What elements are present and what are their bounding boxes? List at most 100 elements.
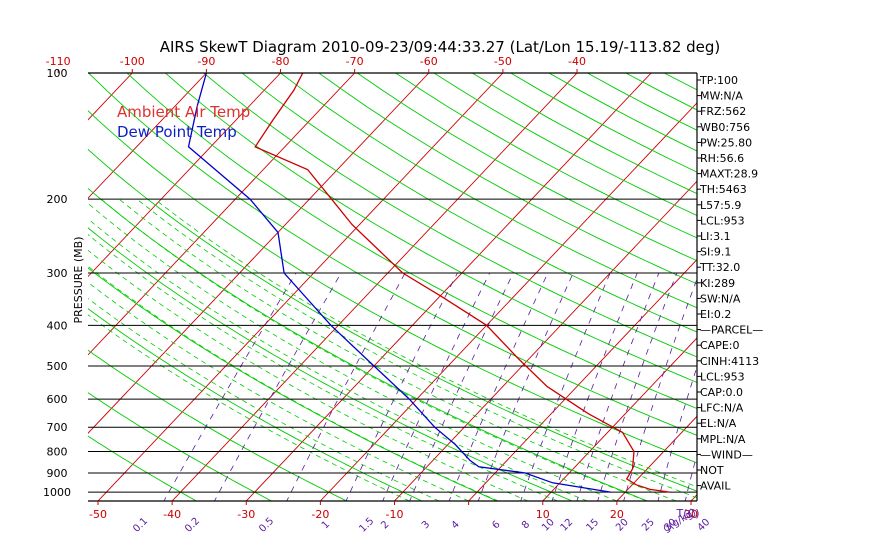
moist-adiabat-line xyxy=(136,198,697,499)
isotherm-line xyxy=(468,258,697,501)
temp-unit-label: T(C) xyxy=(676,507,700,520)
isotherm-line xyxy=(542,337,697,501)
bottom-temp-tick-label: -30 xyxy=(237,508,255,521)
dry-adiabat-line xyxy=(280,73,697,309)
top-temp-tick-label: -60 xyxy=(420,55,438,68)
mixing-ratio-label: 0.5 xyxy=(257,516,276,535)
isotherm-line xyxy=(88,73,207,199)
isotherm-line xyxy=(0,73,58,503)
pressure-tick-label: 700 xyxy=(47,421,68,434)
index-label: SW:N/A xyxy=(700,292,741,305)
moist-adiabat-line xyxy=(88,218,588,501)
pressure-tick-label: 1000 xyxy=(43,486,71,499)
moist-adiabat-line xyxy=(118,198,677,501)
isotherm-line xyxy=(393,180,697,501)
dry-adiabat-line xyxy=(663,73,697,91)
moist-adiabat-line xyxy=(88,249,529,501)
mixing-ratio-line xyxy=(477,272,574,501)
index-label: CINH:4113 xyxy=(700,355,759,368)
top-temp-tick-label: -110 xyxy=(46,55,71,68)
index-label: —PARCEL— xyxy=(700,324,763,337)
chart-title: AIRS SkewT Diagram 2010-09-23/09:44:33.2… xyxy=(160,38,721,56)
isotherm-line xyxy=(97,73,504,501)
mixing-ratio-label: 1 xyxy=(320,519,332,531)
bottom-temp-tick-label: -50 xyxy=(89,508,107,521)
pressure-tick-label: 800 xyxy=(47,446,68,459)
index-label: TP:100 xyxy=(699,74,738,87)
moist-adiabat-line xyxy=(88,234,558,501)
moist-adiabat-line xyxy=(88,265,499,501)
pressure-tick-label: 200 xyxy=(47,193,68,206)
moist-adiabat-line xyxy=(88,281,469,501)
plot-frame xyxy=(57,69,698,505)
mixing-ratio-line xyxy=(345,272,458,501)
index-label: EI:0.2 xyxy=(700,308,731,321)
dry-adiabat-line xyxy=(88,187,649,501)
mixing-ratio-label: 8 xyxy=(520,519,532,531)
legend-ambient-air-temp: Ambient Air Temp xyxy=(117,103,250,121)
mixing-ratio-label: 0.1 xyxy=(131,516,150,535)
index-label: RH:56.6 xyxy=(700,152,744,165)
index-label: —WIND— xyxy=(700,448,753,461)
stability-indices: TP:100 MW:N/A FRZ:562 WB0:756 PW:25.80 RH:56.… xyxy=(697,74,763,493)
mixing-ratio-line xyxy=(744,273,803,503)
mixing-ratio-label: 3 xyxy=(420,519,432,531)
isotherm-line xyxy=(838,73,870,503)
index-label: TT:32.0 xyxy=(699,261,740,274)
moist-adiabat-line xyxy=(88,298,440,501)
bottom-temp-tick-label: -40 xyxy=(163,508,181,521)
dry-adiabat-line xyxy=(472,73,697,195)
isotherm-line xyxy=(763,73,870,503)
top-temp-tick-label: -80 xyxy=(272,55,290,68)
moist-adiabat-line xyxy=(100,198,647,501)
top-temp-tick-label: -40 xyxy=(568,55,586,68)
index-label: WB0:756 xyxy=(700,121,750,134)
pressure-tick-label: 300 xyxy=(47,267,68,280)
mixing-ratio-line xyxy=(409,272,514,501)
pressure-tick-label: 100 xyxy=(47,67,68,80)
isotherm-line xyxy=(88,73,281,278)
dry-adiabat-line xyxy=(88,110,697,464)
legend-dew-point-temp: Dew Point Temp xyxy=(117,123,237,141)
isotherm-line xyxy=(88,73,355,356)
index-label: PW:25.80 xyxy=(700,136,752,149)
isotherm-line xyxy=(88,73,133,121)
dry-adiabat-line xyxy=(510,73,697,173)
mixing-ratio-label: 4 xyxy=(450,519,462,531)
dry-adiabat-line xyxy=(165,73,697,383)
mixing-ratio-label: 25 xyxy=(640,517,657,534)
dry-adiabat-line xyxy=(741,73,870,503)
index-label: LCL:953 xyxy=(700,214,745,227)
index-label: EL:N/A xyxy=(700,417,737,430)
index-label: MW:N/A xyxy=(700,90,743,103)
top-temp-tick-label: -100 xyxy=(120,55,145,68)
dry-adiabat-line xyxy=(241,73,697,333)
mixing-ratio-line xyxy=(597,272,678,501)
mixing-ratio-line xyxy=(213,272,342,501)
mixing-ratio-label: 1.5 xyxy=(357,516,376,535)
index-label: LFC:N/A xyxy=(700,402,744,415)
index-label: L57:5.9 xyxy=(700,199,741,212)
isotherm-line xyxy=(171,73,578,501)
dry-adiabat-line xyxy=(356,73,697,262)
top-temp-tick-label: -50 xyxy=(494,55,512,68)
index-label: CAPE:0 xyxy=(700,339,740,352)
pressure-tick-label: 400 xyxy=(47,319,68,332)
dry-adiabat-line xyxy=(395,73,697,239)
index-label: AVAIL xyxy=(700,480,731,493)
top-temp-tick-label: -90 xyxy=(197,55,215,68)
isotherm-line xyxy=(616,415,697,501)
dry-adiabat-line xyxy=(318,73,697,285)
mixing-ratio-label: 6 xyxy=(490,519,502,531)
isotherm-line xyxy=(245,73,652,501)
mixing-ratio-label: 12 xyxy=(559,517,576,534)
pressure-tick-label: 500 xyxy=(47,360,68,373)
mixing-ratio-line xyxy=(551,272,638,501)
pressure-tick-label: 900 xyxy=(47,467,68,480)
bottom-temp-tick-label: -20 xyxy=(311,508,329,521)
bottom-temp-tick-label: 20 xyxy=(610,508,624,521)
mixing-ratio-line xyxy=(163,272,297,501)
index-label: CAP:0.0 xyxy=(700,386,743,399)
dew-point-temp-line xyxy=(187,73,611,493)
